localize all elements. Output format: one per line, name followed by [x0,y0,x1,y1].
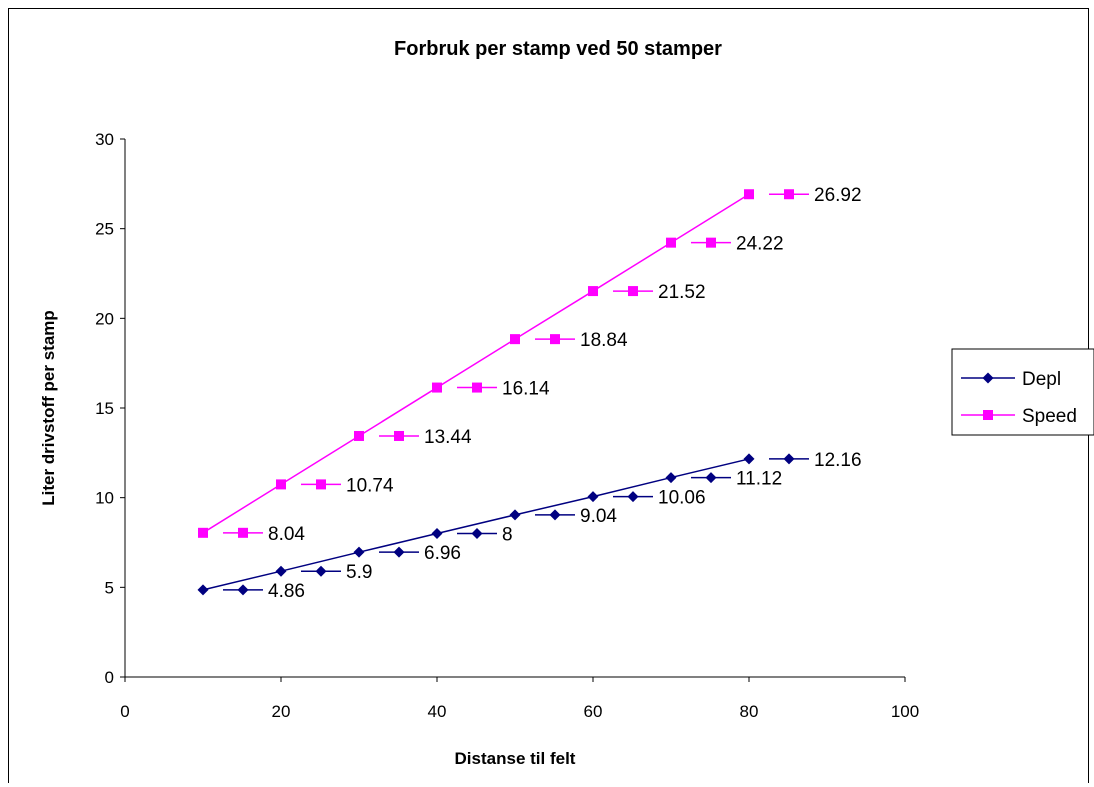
legend-box [951,348,1094,436]
data-point [353,546,365,558]
data-label-key-marker [784,189,794,200]
data-point [666,237,676,248]
x-tick-label: 60 [584,702,603,721]
data-label: 8.04 [268,524,305,545]
data-label: 8 [502,525,513,546]
data-point [431,528,443,540]
data-label-key-marker [706,237,716,248]
data-label-key-marker [472,382,482,393]
data-point [354,430,364,441]
data-label: 10.06 [658,488,706,509]
data-point [197,584,209,596]
data-label-key-marker [237,584,249,596]
data-label: 10.74 [346,475,394,496]
data-point [744,189,754,200]
chart-title: Forbruk per stamp ved 50 stamper [394,38,722,60]
y-tick-label: 20 [95,309,114,328]
x-tick-label: 40 [428,702,447,721]
x-axis-title: Distanse til felt [455,749,576,768]
series-layer: 4.86 5.9 6.96 8 9.04 10.06 11.12 12.16 8.04 10.74… [197,185,862,602]
data-label-key-marker [783,453,795,465]
data-label: 26.92 [814,185,862,206]
legend-key-marker [982,372,994,384]
data-label: 5.9 [346,562,372,583]
data-point [509,509,521,521]
series-line [202,193,750,534]
data-label-key-marker [550,334,560,345]
data-label: 11.12 [736,469,782,490]
legend: Depl Speed [951,348,1094,436]
x-tick-label: 0 [120,702,129,721]
data-point [432,382,442,393]
y-tick-label: 30 [95,130,114,149]
data-label: 4.86 [268,581,305,602]
data-label-key-marker [705,472,717,484]
x-tick-label: 20 [272,702,291,721]
data-label-key-marker [315,565,327,577]
y-axis-title: Liter drivstoff per stamp [39,310,58,506]
series-speed: 8.04 10.74 13.44 16.14 18.84 21.52 24.22 26.92 [198,185,862,545]
data-label: 6.96 [424,543,461,564]
data-label-key-marker [238,527,248,538]
y-tick-label: 15 [95,399,114,418]
x-tick-label: 80 [740,702,759,721]
data-label-key-marker [394,430,404,441]
data-point [588,286,598,297]
data-label-key-marker [627,491,639,503]
data-point [587,491,599,503]
series-line [202,458,750,591]
legend-label: Depl [1022,369,1061,390]
data-label-key-marker [628,286,638,297]
data-label-key-marker [471,528,483,540]
data-label: 13.44 [424,427,472,448]
data-label-key-marker [549,509,561,521]
legend-key-marker [983,410,993,420]
legend-label: Speed [1022,406,1077,427]
data-label: 24.22 [736,234,784,255]
data-point [276,479,286,490]
data-point [665,472,677,484]
series-depl: 4.86 5.9 6.96 8 9.04 10.06 11.12 12.16 [197,450,862,602]
y-tick-label: 5 [105,578,114,597]
x-tick-label: 100 [891,702,919,721]
data-label-key-marker [393,546,405,558]
data-point [743,453,755,465]
data-label-key-marker [316,479,326,490]
y-tick-label: 0 [105,668,114,687]
data-point [198,527,208,538]
data-label: 18.84 [580,330,628,351]
data-point [510,334,520,345]
y-tick-label: 10 [95,489,114,508]
data-label: 9.04 [580,506,617,527]
axes: 0 5 10 15 20 25 30 0 20 40 60 80 100 [95,130,919,721]
data-label: 16.14 [502,379,550,400]
data-label: 21.52 [658,282,706,303]
y-tick-label: 25 [95,220,114,239]
data-label: 12.16 [814,450,862,471]
data-point [275,565,287,577]
